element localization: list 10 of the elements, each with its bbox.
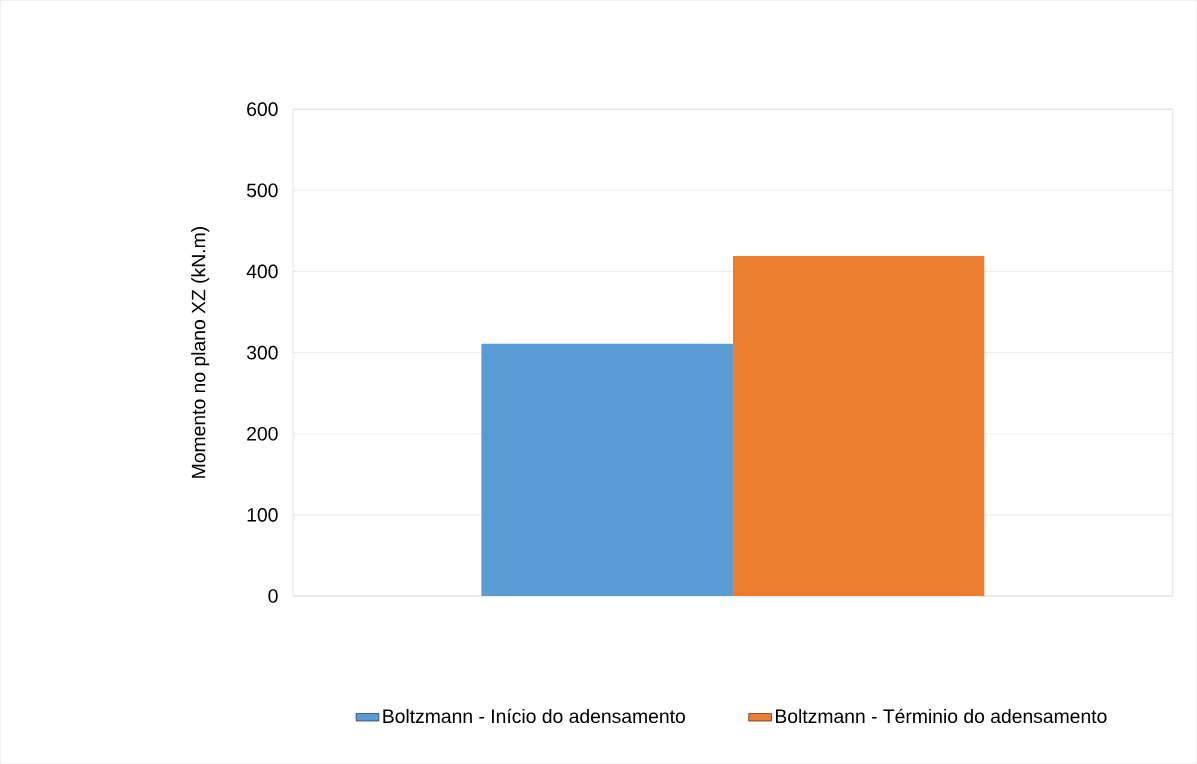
y-tick-label: 100 — [247, 507, 278, 522]
y-tick-label: 400 — [246, 264, 278, 279]
legend-label: Boltzmann - Términio do adensamento — [775, 708, 1107, 724]
y-tick-label: 500 — [246, 183, 278, 198]
legend-label: Boltzmann - Início do adensamento — [383, 708, 685, 724]
y-tick-label: 300 — [246, 345, 278, 360]
y-tick-label: 0 — [268, 589, 278, 603]
y-tick-label: 200 — [247, 426, 278, 441]
y-axis-title: Momento no plano XZ (kN.m) — [191, 227, 210, 478]
y-tick-label: 600 — [247, 102, 278, 116]
